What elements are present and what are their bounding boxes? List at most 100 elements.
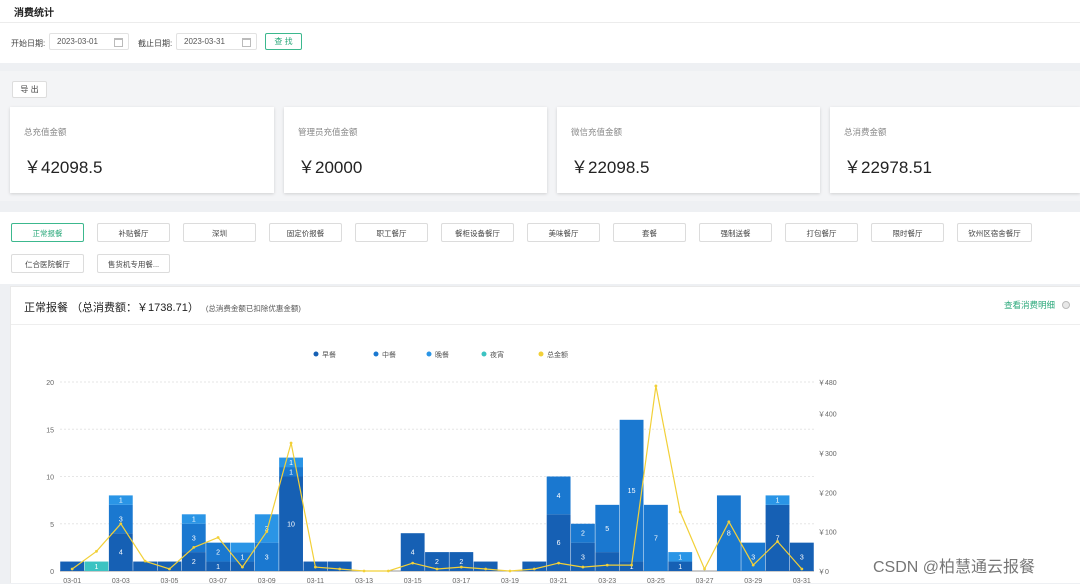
bar <box>643 504 668 571</box>
bar <box>522 561 547 571</box>
line-point <box>776 540 779 543</box>
card-value: ￥20000 <box>298 158 363 177</box>
category-tab[interactable]: 深圳 <box>183 223 256 242</box>
export-button[interactable]: 导 出 <box>12 81 47 98</box>
line-point <box>386 569 390 573</box>
bar-label: 1 <box>119 498 123 505</box>
bar <box>230 542 255 553</box>
line-point <box>435 567 439 571</box>
bar-label: 2 <box>435 559 439 566</box>
bar-label: 2 <box>459 559 463 566</box>
bar-label: 3 <box>192 535 196 542</box>
card-value: ￥42098.5 <box>24 158 103 177</box>
bar <box>279 457 303 468</box>
legend-marker <box>481 351 487 357</box>
line-point <box>508 569 512 573</box>
bar <box>425 552 449 571</box>
card-label: 微信充值金额 <box>571 127 623 137</box>
line-point <box>362 569 366 573</box>
bar-label: 3 <box>800 554 804 561</box>
y-tick-label: 10 <box>46 475 54 482</box>
bar-label: 1 <box>630 564 634 571</box>
category-tab[interactable]: 强制送餐 <box>699 223 772 242</box>
category-tab[interactable]: 限时餐厅 <box>871 223 944 242</box>
bar <box>571 542 595 571</box>
category-tab[interactable]: 补贴餐厅 <box>97 223 170 242</box>
bar <box>181 514 206 524</box>
bar <box>60 561 85 571</box>
view-details-link[interactable]: 查看消费明细 <box>1004 300 1056 310</box>
category-tab[interactable]: 打包餐厅 <box>785 223 858 242</box>
x-tick-label: 03-11 <box>307 578 324 584</box>
category-tab[interactable]: 餐柜设备餐厅 <box>441 223 514 242</box>
line-point <box>338 567 342 571</box>
y2-tick-label: ￥480 <box>818 379 837 387</box>
total-line <box>71 385 803 572</box>
legend-label: 总金额 <box>547 350 568 359</box>
line-point <box>216 536 220 539</box>
search-button[interactable]: 查 找 <box>265 33 302 50</box>
legend-marker <box>373 351 379 357</box>
line-point <box>678 510 682 514</box>
bar-label: 4 <box>411 550 415 557</box>
bar-label: 1 <box>678 554 682 561</box>
bar <box>206 561 231 571</box>
x-tick-label: 03-27 <box>696 578 714 584</box>
end-date-field[interactable]: 2023-03-31 <box>176 33 257 50</box>
bar <box>133 561 158 571</box>
category-tab[interactable]: 美味餐厅 <box>527 223 600 242</box>
category-tab[interactable]: 钦州区宿舍餐厅 <box>957 223 1032 242</box>
line-point <box>95 549 98 553</box>
bar <box>546 476 571 515</box>
category-tab[interactable]: 套餐 <box>613 223 686 242</box>
bar <box>84 561 109 571</box>
category-tab[interactable]: 售货机专用餐... <box>97 254 170 273</box>
line-point <box>313 565 317 569</box>
line-point <box>557 561 561 565</box>
line-point <box>703 567 706 571</box>
summary-card-admin-recharge: 管理员充值金额 ￥20000 <box>284 107 547 193</box>
bar-label: 10 <box>287 521 295 528</box>
chart-title: 正常报餐 （总消费额：￥1738.71） (总消费金额已扣除优惠金额) <box>24 299 301 315</box>
line-point <box>727 520 731 524</box>
bar <box>765 504 790 571</box>
legend-label: 中餐 <box>382 350 396 359</box>
bar <box>108 504 133 534</box>
date-filter-bar: 开始日期: 2023-03-01 截止日期: 2023-03-31 查 找 <box>0 23 1080 63</box>
end-date-label: 截止日期: <box>138 39 173 48</box>
category-tab[interactable]: 职工餐厅 <box>355 223 428 242</box>
bar-label: 1 <box>289 460 293 467</box>
card-label: 总消费金额 <box>844 127 887 137</box>
y2-tick-label: ￥0 <box>818 568 829 576</box>
legend-marker <box>538 351 544 357</box>
start-date-label: 开始日期: <box>11 39 46 48</box>
line-point <box>654 384 658 388</box>
bar <box>716 495 741 571</box>
category-tab[interactable]: 正常报餐 <box>11 223 84 242</box>
x-tick-label: 03-29 <box>744 578 762 584</box>
bar-label: 1 <box>192 517 196 524</box>
bar <box>327 561 352 571</box>
line-point <box>289 441 293 445</box>
header-bar: 消费统计 <box>0 0 1080 23</box>
line-point <box>800 567 804 571</box>
y-tick-label: 5 <box>50 522 54 529</box>
bar <box>571 523 595 543</box>
line-point <box>411 561 415 565</box>
bar <box>108 495 133 505</box>
start-date-field[interactable]: 2023-03-01 <box>49 33 129 50</box>
category-tab[interactable]: 固定价报餐 <box>269 223 342 242</box>
bar-label: 4 <box>119 550 123 557</box>
line-point <box>119 522 123 526</box>
legend-marker <box>313 351 319 357</box>
info-icon[interactable] <box>1062 301 1070 309</box>
bar-label: 4 <box>557 493 561 500</box>
bar <box>108 533 133 571</box>
y2-tick-label: ￥300 <box>818 450 837 458</box>
bar-label: 5 <box>605 526 609 533</box>
legend-label: 早餐 <box>322 350 336 359</box>
bar-label: 7 <box>654 535 658 542</box>
watermark: CSDN @柏慧通云报餐 <box>873 559 1036 576</box>
start-date-value: 2023-03-01 <box>57 37 98 46</box>
category-tab[interactable]: 仁合医院餐厅 <box>11 254 84 273</box>
